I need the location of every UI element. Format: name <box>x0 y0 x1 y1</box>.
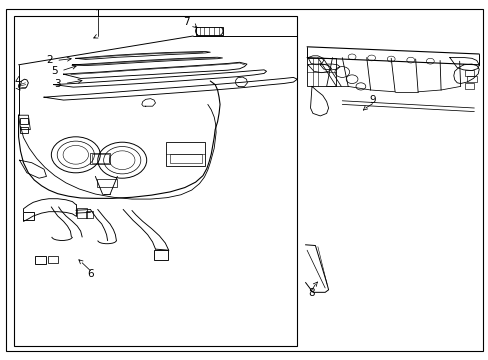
Text: 7: 7 <box>183 17 189 27</box>
Bar <box>97 179 117 187</box>
Bar <box>464 70 473 76</box>
Bar <box>306 58 336 86</box>
Bar <box>20 118 28 124</box>
Bar <box>90 153 110 164</box>
Bar <box>85 211 93 218</box>
Bar <box>464 83 473 89</box>
Bar <box>92 154 108 163</box>
Text: 4: 4 <box>14 76 21 86</box>
Bar <box>35 256 46 264</box>
Text: 6: 6 <box>87 269 94 279</box>
Bar <box>48 256 58 263</box>
Text: 8: 8 <box>308 288 315 298</box>
Bar <box>20 127 28 133</box>
Bar <box>14 16 297 346</box>
Text: 3: 3 <box>54 78 61 89</box>
Bar <box>23 212 34 220</box>
Text: 5: 5 <box>51 66 58 76</box>
Bar <box>77 208 87 218</box>
Bar <box>195 27 223 35</box>
Bar <box>170 154 202 163</box>
Bar <box>154 250 167 260</box>
Bar <box>466 76 476 82</box>
Bar <box>166 142 205 166</box>
Text: 2: 2 <box>46 55 53 66</box>
Text: 9: 9 <box>368 95 375 105</box>
Text: 1: 1 <box>94 9 101 19</box>
